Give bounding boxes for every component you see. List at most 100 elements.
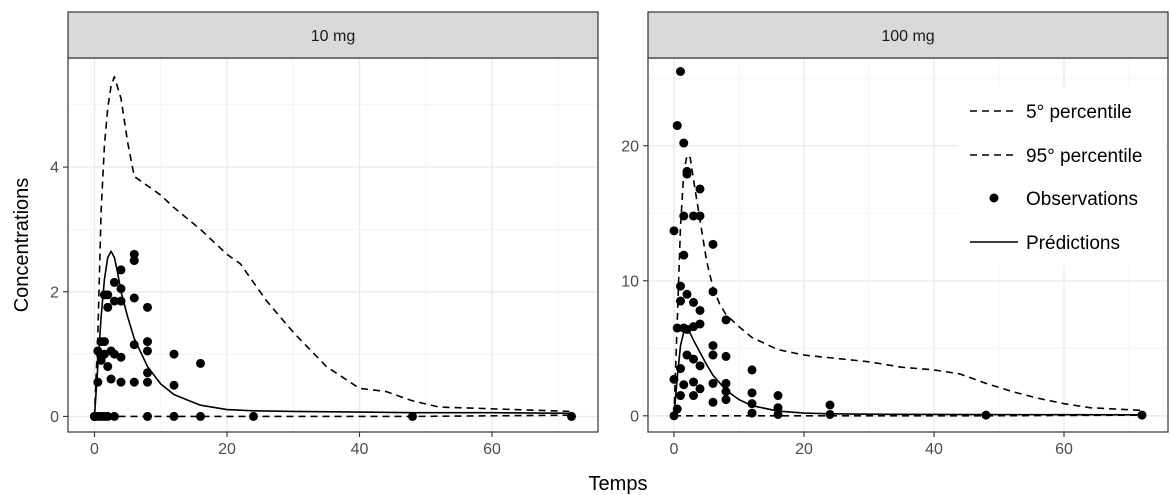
panel-100-mg-observations-point [676, 296, 685, 306]
panel-100-mg-observations-point [689, 377, 698, 387]
panel-10-mg-observations-point [129, 377, 139, 387]
legend-label-observations: Observations [1026, 189, 1138, 210]
panel-10-mg-observations-point [116, 352, 126, 362]
panel-100-mg-observations-point [708, 239, 718, 249]
panel-10-mg-observations-point [116, 284, 126, 294]
panel-10-mg-y-tick-label: 0 [50, 409, 59, 426]
legend-label-predictions: Prédictions [1026, 233, 1120, 254]
panel-100-mg-observations-point [689, 391, 698, 401]
panel-100-mg-observations-point [825, 400, 835, 410]
panel-10mg: 10 mg 0 20 40 60 0 2 4 [50, 11, 599, 458]
panel-10-mg-95th-percentile-line [93, 75, 572, 417]
panel-100-mg-observations-point [676, 281, 685, 291]
legend-label-95th-percentile: 95° percentile [1026, 146, 1142, 167]
panel-100-mg-observations-point [682, 289, 692, 299]
panel-100-mg-observations-point [695, 319, 705, 329]
panel-10-mg-observations-point [99, 337, 109, 347]
legend: 5° percentile 95° percentile Observation… [958, 88, 1166, 266]
panel-100-mg-observations-point [708, 287, 718, 297]
panel-10-mg-observations-point [109, 411, 119, 421]
panel-100-mg-observations-point [676, 364, 685, 374]
panel-100mg-title: 100 mg [881, 28, 934, 45]
panel-10-mg-x-tick-label: 60 [483, 441, 501, 458]
panel-10-mg-observations-point [103, 362, 113, 372]
panel-10-mg-observations-point [169, 349, 179, 359]
panel-100-mg-observations-point [721, 378, 731, 388]
panel-100-mg-observations-point [708, 397, 718, 407]
panel-10-mg-observations-point [143, 377, 152, 387]
panel-10-mg-observations-point [143, 346, 152, 356]
panel-100-mg-observations-point [721, 386, 731, 396]
panel-10-mg-observations-point [567, 411, 576, 421]
panel-100-mg-observations-point [689, 297, 698, 307]
panel-10-mg-y-tick-label: 2 [50, 284, 59, 301]
panel-10-mg-observations-point [169, 411, 179, 421]
panel-10-mg-observations-point [116, 296, 126, 306]
panel-10-mg-observations-point [103, 411, 113, 421]
panel-100-mg-observations-point [708, 378, 718, 388]
panel-100-mg-5th-percentile-line [674, 414, 1143, 417]
panel-100-mg-observations-point [679, 250, 689, 260]
panel-10-mg-observations-point [116, 377, 126, 387]
panel-100-mg-observations-point [679, 211, 689, 221]
panel-100-mg-observations-point [679, 138, 689, 148]
panel-100-mg-y-tick-label: 10 [621, 273, 639, 290]
panel-100mg-strip [647, 11, 1169, 59]
panel-100mg-marks [669, 67, 1147, 421]
panel-10-mg-predictions-line [93, 250, 572, 417]
panel-10-mg-observations-point [109, 296, 119, 306]
panel-100-mg-observations-point [747, 365, 757, 375]
panel-100-mg-observations-point [695, 384, 705, 394]
panel-10-mg-observations-point [129, 340, 139, 350]
panel-10mg-title: 10 mg [311, 28, 355, 45]
panel-100-mg-observations-point [721, 351, 731, 361]
panel-100-mg-observations-point [695, 184, 705, 194]
panel-100-mg-observations-point [676, 67, 685, 77]
panel-100-mg-observations-point [825, 409, 835, 419]
panel-100-mg-observations-point [669, 226, 679, 236]
panel-100-mg-observations-point [695, 211, 705, 221]
panel-100-mg-observations-point [682, 350, 692, 360]
panel-10-mg-observations-point [106, 374, 116, 384]
panel-100-mg-observations-point [773, 403, 783, 413]
panel-10-mg-observations-point [103, 302, 113, 312]
panel-100-mg-observations-point [747, 408, 757, 418]
panel-100-mg-x-tick-label: 40 [925, 441, 943, 458]
panel-10mg-axes: 0 20 40 60 0 2 4 [50, 160, 501, 458]
panel-100-mg-y-tick-label: 0 [630, 408, 639, 425]
panel-10-mg-observations-point [129, 249, 139, 259]
legend-background [958, 88, 1166, 266]
panel-10-mg-observations-point [129, 256, 139, 266]
panel-100-mg-observations-point [747, 388, 757, 398]
panel-100-mg-y-tick-label: 20 [621, 138, 639, 155]
panel-100-mg-observations-point [1137, 410, 1147, 420]
panel-10mg-background [68, 58, 598, 432]
x-axis-title: Temps [589, 473, 648, 495]
panel-100-mg-observations-point [689, 354, 698, 364]
panel-10-mg-y-tick-label: 4 [50, 160, 59, 177]
panel-100-mg-observations-point [682, 169, 692, 179]
panel-100-mg-observations-point [672, 404, 682, 414]
panel-10-mg-x-tick-label: 40 [351, 441, 369, 458]
panel-100-mg-observations-point [721, 395, 731, 405]
panel-10mg-grid [68, 58, 598, 432]
panel-100-mg-observations-point [669, 374, 679, 384]
panel-10-mg-5th-percentile-line [94, 414, 572, 418]
panel-10-mg-observations-point [169, 380, 179, 390]
panel-10-mg-observations-point [143, 411, 152, 421]
panel-100-mg-observations-point [695, 361, 705, 371]
panel-10-mg-observations-point [408, 411, 417, 421]
panel-100-mg-observations-point [672, 323, 682, 333]
panel-100-mg-observations-point [689, 211, 698, 221]
panel-10-mg-observations-point [109, 277, 119, 287]
panel-100-mg-observations-point [773, 391, 783, 401]
panel-10-mg-observations-point [196, 358, 205, 368]
panel-100-mg-observations-point [679, 380, 689, 390]
y-axis-title: Concentrations [11, 178, 33, 313]
panel-10-mg-observations-point [116, 265, 126, 275]
panel-10-mg-observations-point [143, 337, 152, 347]
panel-100-mg-observations-point [747, 399, 757, 409]
panel-100-mg-observations-point [708, 350, 718, 360]
panel-10-mg-observations-point [249, 411, 258, 421]
